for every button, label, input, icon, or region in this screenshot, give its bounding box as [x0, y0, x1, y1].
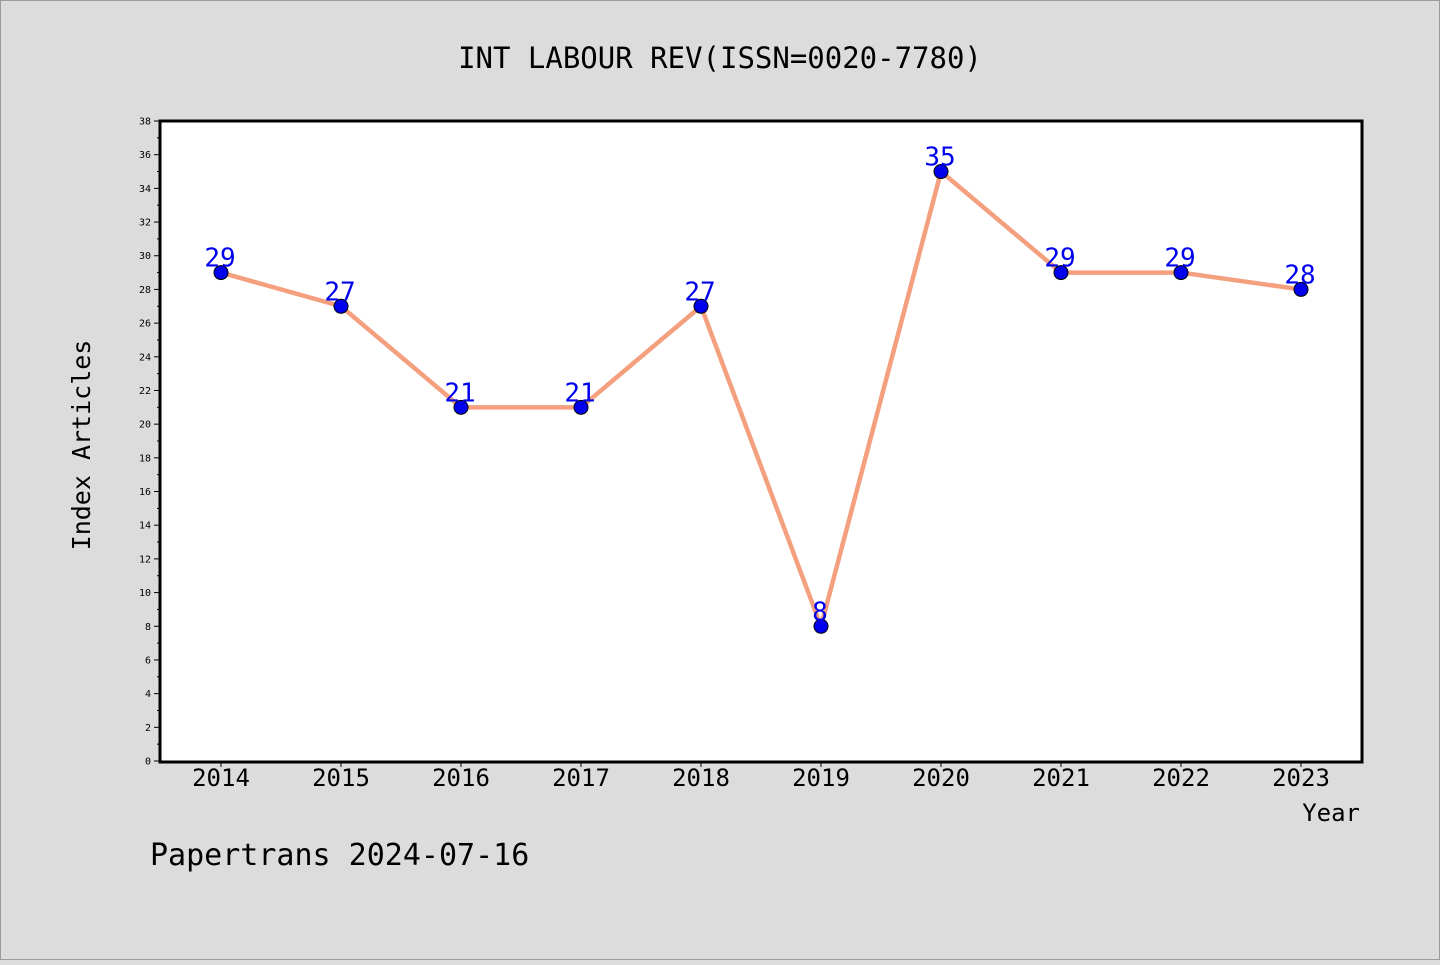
data-point: [1053, 265, 1069, 281]
x-tick-label: 2014: [192, 764, 250, 792]
series-line: [218, 169, 1304, 629]
y-tick-label: 32: [139, 218, 151, 229]
x-tick-label: 2018: [672, 764, 730, 792]
data-label: 28: [1284, 260, 1315, 290]
data-label: 29: [1164, 244, 1195, 274]
y-tick-label: 30: [139, 251, 151, 262]
x-tick-label: 2022: [1152, 764, 1210, 792]
data-label: 21: [444, 378, 475, 408]
data-point: [333, 298, 349, 314]
data-label: 29: [204, 244, 235, 274]
y-tick-label: 20: [139, 420, 151, 431]
data-label: 27: [684, 277, 715, 307]
y-tick-label: 26: [139, 319, 151, 330]
y-tick-label: 18: [139, 453, 151, 464]
y-axis-label: Index Articles: [67, 340, 96, 551]
plot-area: [158, 119, 1364, 764]
x-tick-label: 2023: [1272, 764, 1330, 792]
data-point: [1293, 281, 1309, 297]
data-label: 35: [924, 143, 955, 173]
y-tick-label: 12: [139, 554, 151, 565]
data-point: [453, 399, 469, 415]
x-tick-label: 2016: [432, 764, 490, 792]
data-label: 27: [324, 277, 355, 307]
y-tick-label: 0: [145, 757, 151, 768]
y-tick-label: 38: [139, 117, 151, 128]
x-tick-label: 2020: [912, 764, 970, 792]
y-tick-label: 2: [145, 723, 151, 734]
data-point: [693, 298, 709, 314]
y-tick-label: 10: [139, 588, 151, 599]
y-tick-label: 36: [139, 150, 151, 161]
data-point: [933, 164, 949, 180]
x-tick-label: 2021: [1032, 764, 1090, 792]
x-tick-label: 2017: [552, 764, 610, 792]
x-tick-label: 2019: [792, 764, 850, 792]
y-tick-label: 22: [139, 386, 151, 397]
chart-title: INT LABOUR REV(ISSN=0020-7780): [458, 41, 982, 75]
data-point: [1173, 265, 1189, 281]
data-point: [213, 265, 229, 281]
y-tick-label: 16: [139, 487, 151, 498]
y-tick-label: 24: [139, 352, 151, 363]
y-tick-label: 6: [145, 655, 151, 666]
data-label: 8: [812, 597, 828, 627]
data-label: 21: [564, 378, 595, 408]
footer-credit: Papertrans 2024-07-16: [150, 838, 529, 873]
series-index-articles: 29 27 21 21 27 8 35 29 29 28: [204, 143, 1316, 634]
x-axis-label: Year: [1302, 799, 1360, 827]
data-label: 29: [1044, 244, 1075, 274]
y-tick-label: 28: [139, 285, 151, 296]
x-tick-label: 2015: [312, 764, 370, 792]
y-tick-label: 8: [145, 622, 151, 633]
x-axis: 2014 2015 2016 2017 2018 2019 2020 2021 2022 2023: [192, 761, 1330, 792]
y-tick-label: 14: [139, 521, 151, 532]
data-point: [573, 399, 589, 415]
y-tick-label: 34: [139, 184, 151, 195]
data-point: [813, 618, 829, 634]
y-tick-label: 4: [145, 689, 151, 700]
